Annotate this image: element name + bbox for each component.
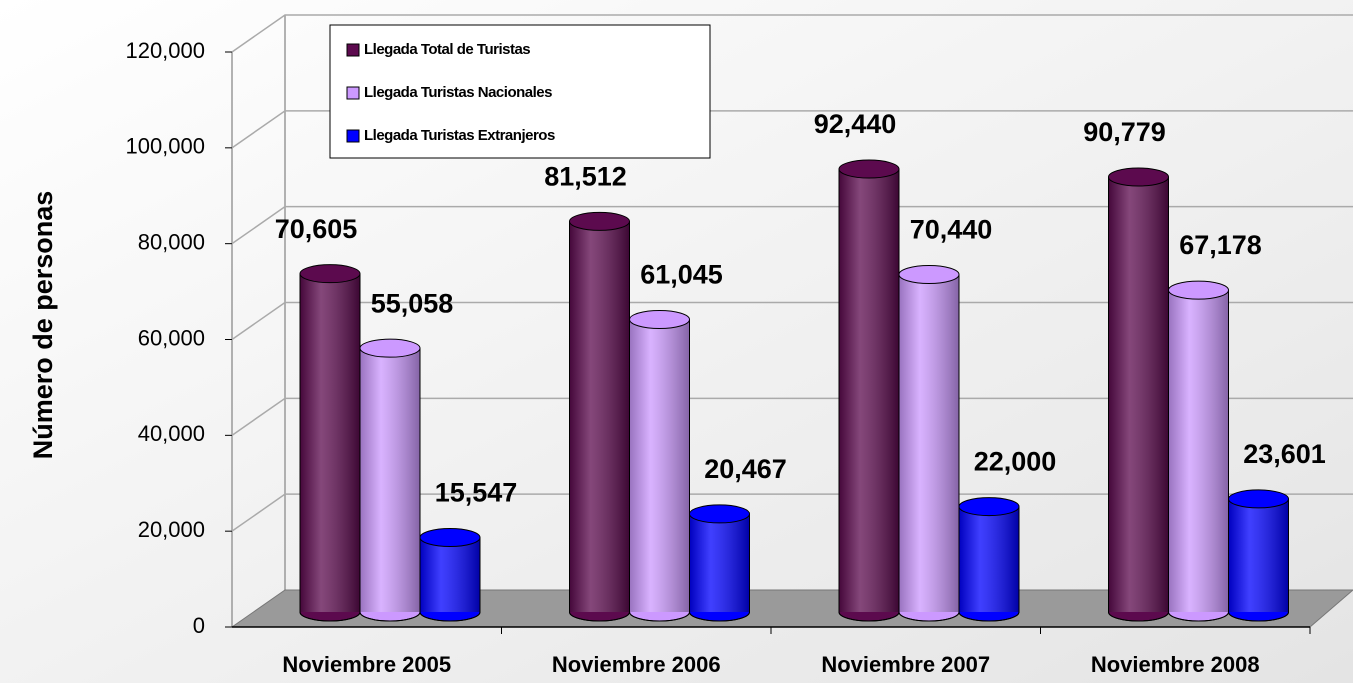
value-label: 55,058 — [371, 288, 454, 318]
bar — [898, 264, 960, 622]
legend-swatch — [346, 43, 360, 57]
bar-top — [958, 497, 1020, 517]
value-label: 20,467 — [704, 454, 787, 484]
bar-top — [1228, 489, 1289, 509]
value-label: 92,440 — [814, 109, 897, 139]
bar-top — [359, 338, 421, 358]
grid-line — [231, 14, 1353, 53]
bar-shade — [1228, 498, 1289, 612]
bar-outline — [689, 513, 750, 622]
bar-shade — [1108, 177, 1169, 613]
bar-outline — [629, 319, 690, 622]
bar-outline — [1168, 290, 1229, 622]
legend-swatch — [346, 86, 360, 100]
bar-top — [838, 159, 900, 179]
legend-label: Llegada Turistas Nacionales — [364, 84, 552, 101]
grid-line — [231, 205, 1353, 245]
legend-box — [329, 24, 711, 159]
value-label: 70,440 — [910, 215, 993, 245]
bar — [419, 528, 481, 622]
y-tick-label: 100,000 — [125, 134, 205, 159]
grid-line — [231, 397, 1353, 436]
bar-shade — [899, 274, 959, 612]
y-tick-label: 20,000 — [138, 517, 205, 542]
value-label: 23,601 — [1243, 439, 1326, 469]
bar-shade — [839, 169, 899, 612]
value-label: 15,547 — [435, 478, 518, 508]
value-label: 67,178 — [1179, 230, 1262, 260]
legend-label: Llegada Total de Turistas — [364, 41, 530, 58]
value-label: 61,045 — [640, 260, 723, 290]
bar-shade — [300, 273, 360, 612]
bar-top — [629, 309, 690, 329]
bar — [958, 497, 1020, 622]
value-label: 90,779 — [1083, 117, 1166, 147]
bar-shade — [689, 513, 750, 612]
value-label: 81,512 — [544, 162, 627, 192]
y-tick-label: 120,000 — [125, 38, 205, 63]
bar-outline — [898, 274, 960, 622]
bar-outline — [1108, 177, 1169, 622]
bar — [569, 211, 630, 622]
bar-outline — [299, 273, 361, 622]
legend-label: Llegada Turistas Extranjeros — [364, 127, 555, 144]
bar — [1108, 167, 1169, 622]
grid-line — [231, 493, 1353, 532]
bar-outline — [1228, 498, 1289, 622]
y-tick-label: 80,000 — [138, 229, 205, 254]
bar-outline — [569, 221, 630, 622]
bar-top — [569, 211, 630, 231]
bar-top — [689, 504, 750, 524]
x-tick-label: Noviembre 2005 — [282, 652, 451, 677]
bar-top — [419, 528, 481, 548]
bar — [689, 504, 750, 622]
bar — [629, 309, 690, 622]
x-tick-label: Noviembre 2008 — [1091, 652, 1260, 677]
bar-outline — [958, 506, 1020, 622]
bar-top — [898, 264, 960, 284]
bar-outline — [359, 348, 421, 622]
bar — [1228, 489, 1289, 622]
bar-shade — [569, 221, 630, 612]
y-tick-label: 40,000 — [138, 421, 205, 446]
bar — [1168, 280, 1229, 622]
bar-top — [1108, 167, 1169, 187]
x-tick-label: Noviembre 2006 — [552, 652, 721, 677]
bar-top — [299, 264, 361, 284]
value-label: 70,605 — [275, 214, 358, 244]
value-label: 22,000 — [974, 447, 1057, 477]
y-axis-title: Número de personas — [28, 191, 58, 460]
grid-line — [231, 301, 1353, 341]
legend-swatch — [346, 129, 360, 143]
bar-shade — [629, 319, 690, 612]
bar-outline — [419, 537, 481, 622]
y-tick-label: 0 — [193, 613, 205, 638]
grid-line — [231, 110, 1353, 149]
bar-shade — [959, 506, 1019, 612]
bar-shade — [360, 348, 420, 612]
bar — [838, 159, 900, 622]
bar — [299, 264, 361, 622]
bar-shade — [1168, 290, 1229, 612]
bar-outline — [838, 169, 900, 622]
bar-top — [1168, 280, 1229, 300]
bar — [359, 338, 421, 622]
bar-shade — [420, 537, 480, 612]
y-tick-label: 60,000 — [138, 325, 205, 350]
x-tick-label: Noviembre 2007 — [821, 652, 990, 677]
